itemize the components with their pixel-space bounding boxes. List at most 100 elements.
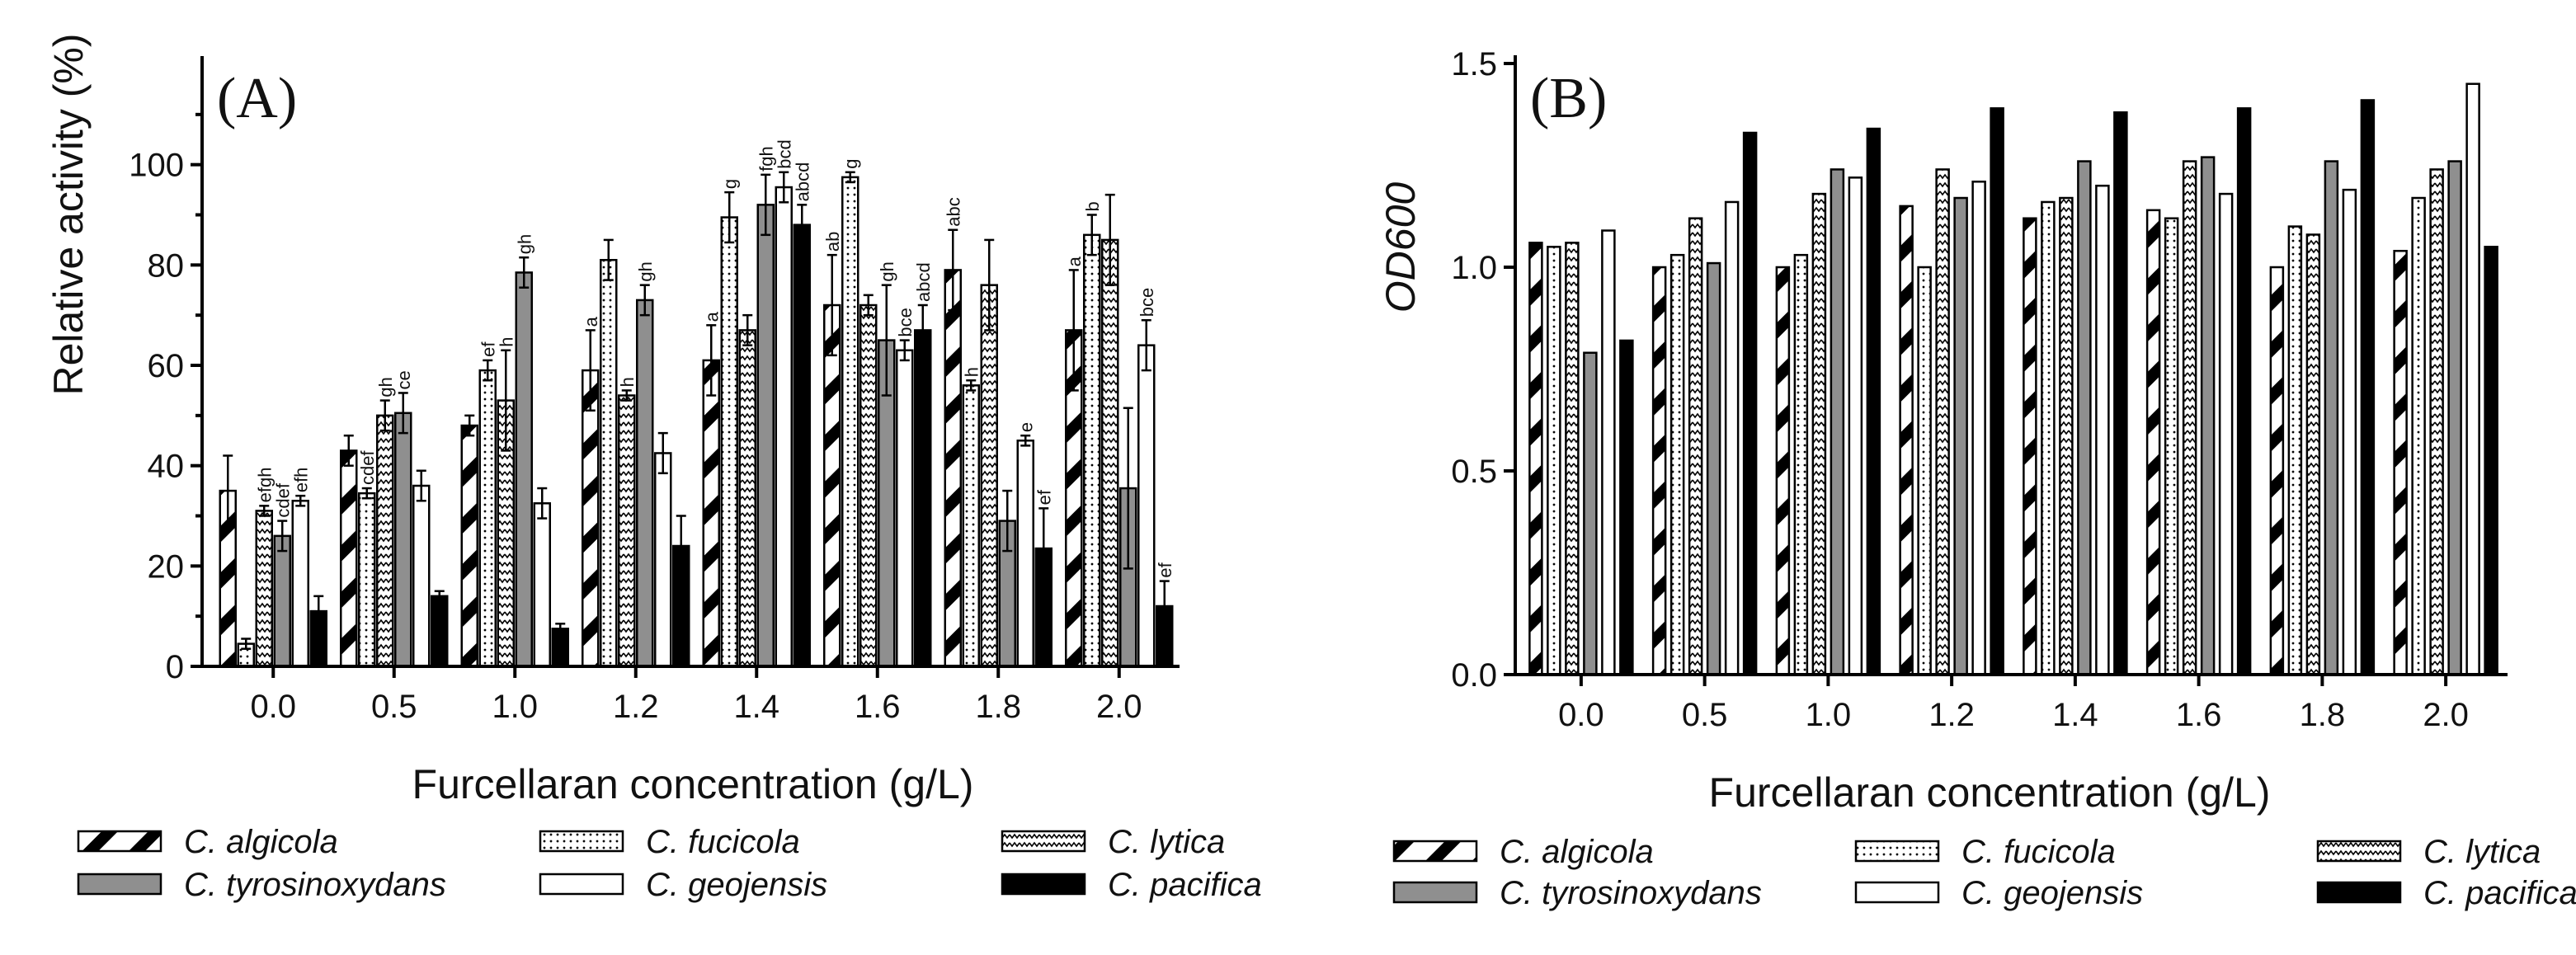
panel-b-y-tick-label: 0.5 (1451, 454, 1497, 490)
panel-a-error-bar (483, 359, 493, 382)
panel-a-error-bar (948, 228, 958, 312)
panel-b-bar-c-geojensis-1-8 (2342, 188, 2357, 676)
panel-a-error-bar (1038, 507, 1049, 590)
panel-b-bar-c-lytica-1-0 (1811, 192, 1827, 676)
panel-a-error-bar (361, 487, 372, 500)
panel-a-bar-c-geojensis-1-2 (654, 452, 672, 668)
legend-item-c-fucicola: C. fucicola (539, 824, 800, 860)
panel-a-y-tick-label: 80 (148, 247, 185, 284)
panel-b-bar-c-geojensis-2-0 (2465, 82, 2480, 676)
legend-label: C. fucicola (646, 824, 800, 860)
panel-a-significance-letter: cdef (272, 482, 293, 517)
panel-a-legend: C. algicola C. fucicola C. lytica C. tyrosi… (77, 824, 1262, 903)
panel-a-bar-c-algicola-1-4 (702, 359, 720, 668)
panel-a-error-bar (501, 349, 511, 452)
panel-b-bar-c-pacifica-0-0 (1619, 339, 1634, 676)
panel-a-significance-letter: a (581, 316, 601, 327)
panel-a-error-bar (379, 399, 390, 432)
legend-label: C. fucicola (1961, 834, 2116, 870)
panel-b-label: (B) (1530, 67, 1607, 130)
legend-item-c-fucicola: C. fucicola (1854, 834, 2116, 870)
panel-b-x-tick-label: 2.0 (2423, 697, 2469, 733)
panel-a-error-bar (676, 515, 686, 577)
panel-a-significance-letter: bce (1137, 288, 1157, 317)
panel-a-bar-c-tyrosinoxydans-1-0 (515, 271, 533, 668)
legend-swatch-gray (1392, 881, 1478, 904)
panel-a-error-bar (779, 171, 789, 204)
panel-a-bar-c-fucicola-2-0 (1083, 233, 1101, 668)
panel-a-y-tick-label: 60 (148, 348, 185, 384)
panel-b-bar-c-lytica-1-6 (2182, 160, 2197, 676)
panel-b-bar-c-fucicola-1-0 (1793, 253, 1809, 676)
panel-a-error-bar (434, 590, 445, 603)
panel-a-error-bar (603, 238, 614, 281)
panel-a-label: (A) (217, 67, 297, 130)
panel-a-significance-letter: ef (478, 341, 498, 357)
panel-a-bar-c-algicola-1-6 (823, 303, 841, 668)
panel-b-bar-c-tyrosinoxydans-0-5 (1706, 261, 1721, 676)
legend-item-c-lytica: C. lytica (1001, 824, 1225, 860)
panel-a-error-bar (826, 253, 837, 357)
panel-a-x-tick-label: 1.2 (613, 689, 659, 725)
panel-a-error-bar (917, 303, 928, 357)
panel-a-bar-c-geojensis-0-0 (291, 500, 309, 668)
panel-a-bar-c-tyrosinoxydans-0-5 (394, 412, 412, 668)
panel-a-significance-letter: g (719, 179, 740, 189)
panel-b-y-axis-title: OD600 (1377, 182, 1424, 313)
panel-a-error-bar (223, 454, 233, 527)
panel-b-bar-c-tyrosinoxydans-1-2 (1953, 196, 1968, 676)
panel-a-significance-letter: ef (1155, 562, 1175, 577)
panel-b-bar-c-pacifica-1-6 (2236, 107, 2252, 676)
panel-b-bar-c-fucicola-2-0 (2411, 196, 2426, 676)
panel-b-x-tick-label: 1.4 (2052, 697, 2098, 733)
panel-b-bar-c-geojensis-0-5 (1724, 200, 1740, 676)
panel-a-bar-c-lytica-1-6 (859, 303, 878, 668)
legend-swatch-hatch (77, 830, 162, 853)
panel-b-y-tick-label: 0.0 (1451, 657, 1497, 694)
panel-b-bar-c-lytica-1-8 (2305, 233, 2321, 676)
legend-label: C. tyrosinoxydans (184, 867, 446, 903)
panel-a-error-bar (555, 623, 566, 635)
legend-swatch-dots (1854, 840, 1940, 863)
panel-a-error-bar (343, 434, 354, 467)
panel-a-significance-letter: b (1082, 201, 1103, 211)
panel-b-bar-c-pacifica-1-8 (2360, 99, 2376, 676)
panel-b-legend: C. algicola C. fucicola C. lytica C. tyrosi… (1392, 834, 2576, 911)
panel-a-significance-letter: bce (895, 308, 916, 336)
panel-a-y-axis-title: Relative activity (%) (45, 34, 92, 396)
panel-a-x-tick-label: 2.0 (1096, 689, 1142, 725)
panel-a-bar-c-pacifica-0-5 (431, 595, 449, 668)
panel-a-significance-letter: abcd (913, 262, 934, 302)
panel-a-axes: 0 20 40 60 80 100 0.0 0.5 1.0 1.2 1.4 1.6 1.8 2.0 (129, 56, 1180, 725)
panel-a-significance-letter: gh (375, 377, 396, 397)
panel-a-error-bar (519, 256, 530, 289)
panel-b-bar-c-geojensis-1-0 (1848, 176, 1863, 676)
legend-swatch-zigzag (1001, 830, 1086, 853)
panel-a-error-bar (657, 431, 668, 475)
legend-item-c-lytica: C. lytica (2316, 834, 2541, 870)
panel-a-error-bar (639, 284, 650, 317)
panel-b-axes: 0.0 0.5 1.0 1.5 0.0 0.5 1.0 1.2 1.4 1.6 1.8 2.0 (1451, 46, 2508, 733)
panel-a-y-tick-label: 40 (148, 449, 185, 485)
panel-a-significance-letter: gh (514, 234, 535, 254)
panel-a-x-tick-label: 1.8 (975, 689, 1021, 725)
panel-a-significance-letter: efgh (254, 468, 275, 503)
panel-a-bar-c-algicola-1-0 (460, 424, 478, 668)
panel-b-bar-c-algicola-1-0 (1775, 266, 1791, 676)
panel-b-bar-c-geojensis-0-0 (1601, 229, 1616, 676)
panel-a-error-bar (797, 204, 808, 247)
panel-a-significance-letter: a (701, 311, 722, 322)
panel-b-bar-c-algicola-1-2 (1899, 205, 1914, 676)
legend-label: C. pacifica (1108, 867, 1262, 903)
panel-a-error-bar (1002, 489, 1013, 553)
panel-b-bar-c-fucicola-1-2 (1917, 266, 1932, 676)
panel-a-bar-c-lytica-2-0 (1101, 238, 1119, 668)
panel-a-bar-c-fucicola-1-8 (962, 384, 980, 668)
panel-a-bar-c-lytica-1-8 (980, 284, 998, 668)
panel-a-error-bar (1068, 269, 1079, 392)
panel-a-significance-letter: fgh (756, 146, 776, 172)
panel-a-bar-c-lytica-0-0 (255, 510, 273, 668)
